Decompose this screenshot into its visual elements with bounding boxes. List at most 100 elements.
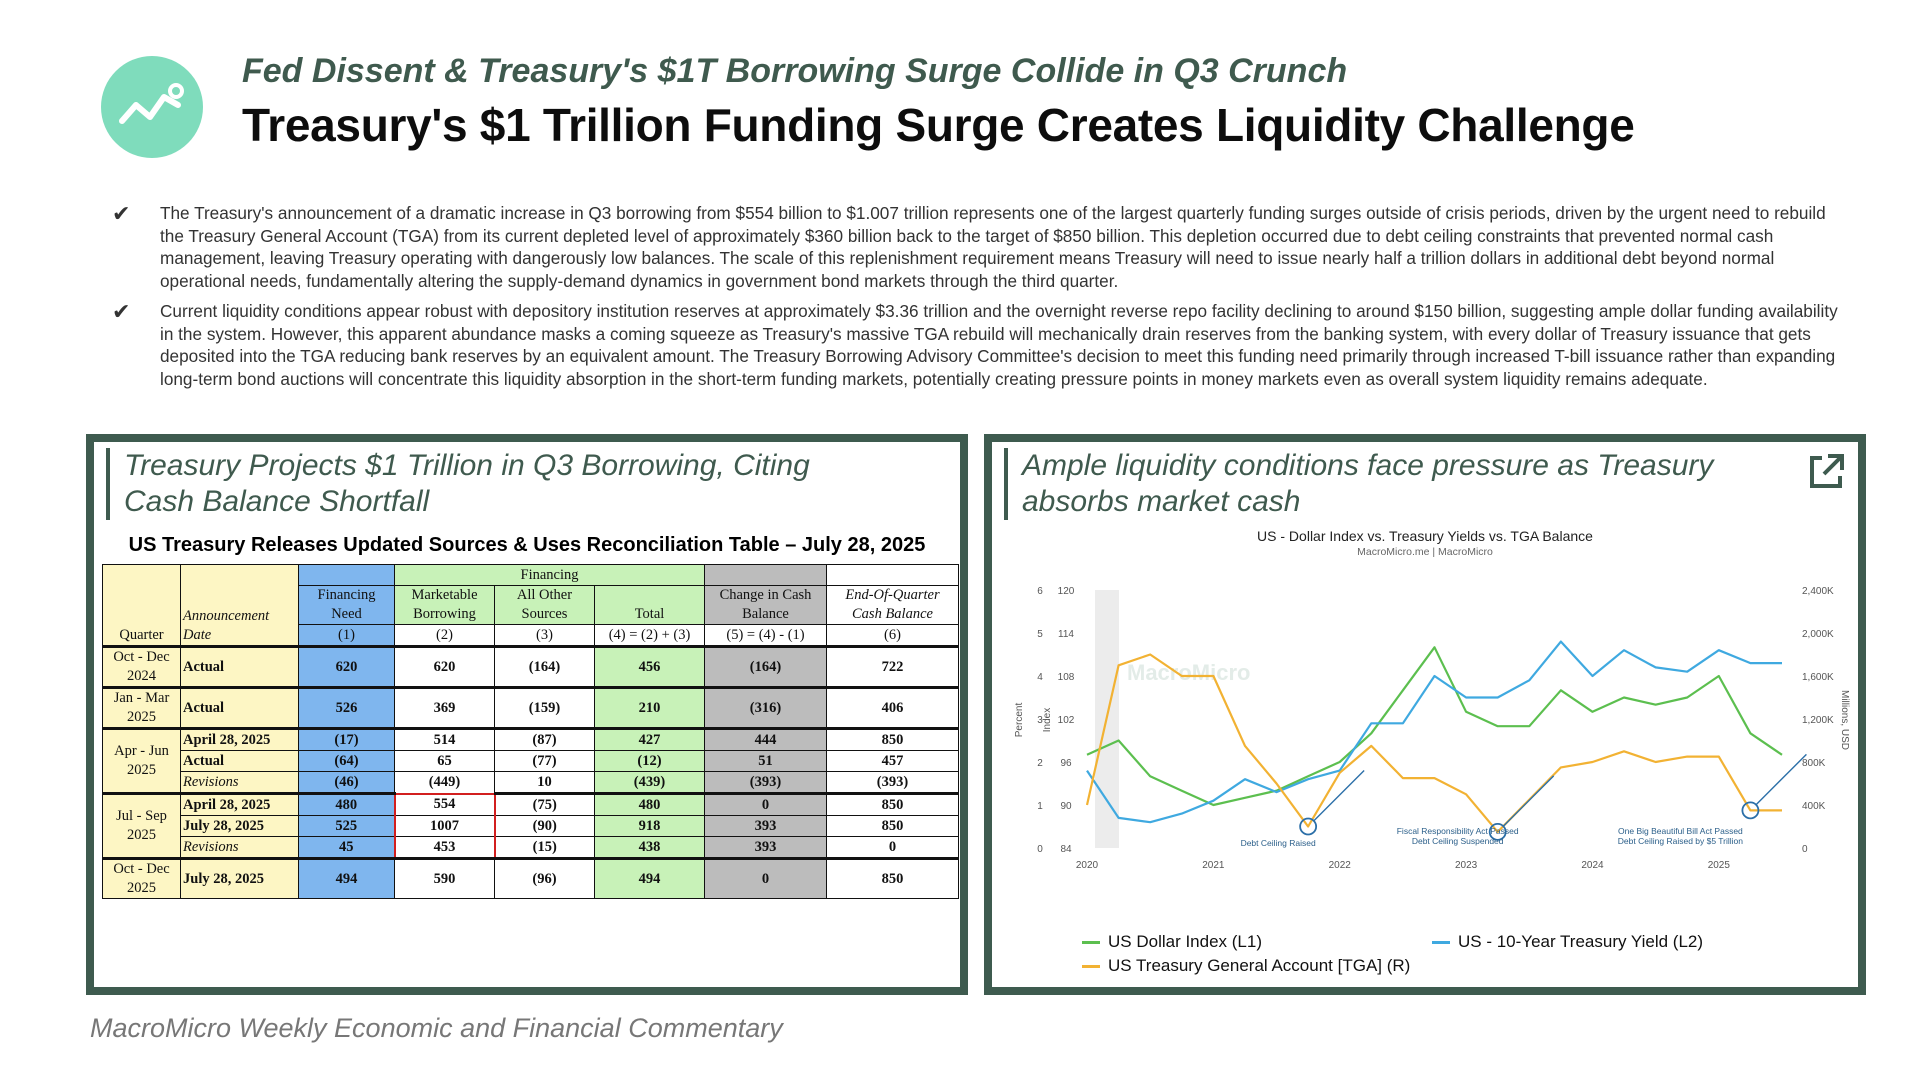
table-cell: 480 [298,792,395,816]
table-cell: 457 [826,750,959,772]
col-number: (1) [298,624,395,647]
table-cell: 369 [394,686,495,729]
date-cell: Revisions [180,836,299,859]
annotation-label: Debt Ceiling Suspended [1412,836,1504,846]
table-cell: 480 [594,792,705,816]
highlighted-cell: 453 [393,836,496,860]
series-line-1 [1086,640,1782,824]
series-line-0 [1086,646,1783,807]
y-tick-label-right: 2,000K [1802,629,1834,640]
chart-source: MacroMicro.me | MacroMicro [1357,546,1493,558]
highlighted-cell: 1007 [393,815,496,837]
x-tick-label: 2023 [1455,860,1478,871]
table-cell: 406 [826,686,959,729]
table-title: US Treasury Releases Updated Sources & U… [128,534,926,556]
annotation-marker [1299,817,1318,836]
legend-item-dxy: US Dollar Index (L1) [1082,932,1262,952]
table-cell: (164) [704,645,827,688]
x-tick-label: 2022 [1329,860,1352,871]
table-cell: 393 [704,836,827,859]
annotation-arrow [1313,770,1365,821]
reconciliation-table: Quarter Announcement Date Financing Fina… [102,564,959,899]
external-link-icon[interactable] [1806,452,1846,497]
table-cell: 620 [298,645,395,688]
date-cell: Actual [180,645,299,688]
table-cell: 444 [704,727,827,751]
y-tick-label-percent: 2 [1037,758,1043,769]
table-row: Revisions 45 453 (15) 438 393 0 [103,836,959,860]
footer-source: MacroMicro Weekly Economic and Financial… [90,1013,783,1043]
line-chart-icon [118,81,186,134]
table-cell: 438 [594,836,705,859]
table-cell: 494 [594,857,705,899]
table-cell: 0 [704,857,827,899]
date-cell: Revisions [180,771,299,794]
y-tick-label-right: 800K [1802,758,1826,769]
quarter-cell: Apr - Jun 2025 [102,727,181,794]
x-tick-label: 2024 [1581,860,1604,871]
panel-title: Ample liquidity conditions face pressure… [1004,448,1782,520]
header-total: Total [594,585,705,625]
table-cell: (159) [494,686,595,729]
annotation-label: One Big Beautiful Bill Act Passed [1618,826,1743,836]
table-cell: 590 [394,857,495,899]
y-tick-label-percent: 6 [1037,586,1043,597]
line-chart: MacroMicro 0 84 0 1 90 400K 2 96 800K 3 102 1,200K 4 1… [1014,586,1850,871]
y-tick-label-right: 400K [1802,801,1826,812]
highlighted-cell: 554 [393,792,496,816]
header-other: All Other Sources [494,585,595,625]
table-cell: (393) [704,771,827,794]
table-cell: (393) [826,771,959,794]
watermark-text: MacroMicro [1127,660,1250,685]
bullet-list: ✔ The Treasury's announcement of a drama… [112,202,1842,398]
page-title: Treasury's $1 Trillion Funding Surge Cre… [242,99,1635,151]
table-cell: (46) [298,771,395,794]
table-row: Jul - Sep 2025 April 28, 2025 480 554 (75… [102,792,959,859]
table-cell: (87) [494,727,595,751]
date-cell: July 28, 2025 [180,857,299,899]
quarter-cell: Jul - Sep 2025 [102,792,181,859]
list-item: ✔ Current liquidity conditions appear ro… [112,300,1842,390]
bullet-text: The Treasury's announcement of a dramati… [160,203,1826,291]
y-tick-label-index: 84 [1060,844,1072,855]
table-cell: (12) [594,750,705,772]
y-tick-label-index: 114 [1058,629,1074,640]
header-announcement: Announcement Date [180,564,299,647]
table-cell: (90) [494,815,595,837]
quarter-cell: Oct - Dec 2024 [102,645,181,688]
annotation-arrow [1755,753,1807,805]
logo [101,56,203,158]
annotation-marker [1488,822,1507,841]
table-cell: 620 [394,645,495,688]
checkmark-icon: ✔ [112,299,131,324]
x-tick-label: 2020 [1076,860,1099,871]
liquidity-chart-panel: Ample liquidity conditions face pressure… [984,434,1866,995]
legend-item-tga: US Treasury General Account [TGA] (R) [1082,956,1410,976]
panel-title: Treasury Projects $1 Trillion in Q3 Borr… [106,448,884,520]
table-cell: 427 [594,727,705,751]
header-marketable: Marketable Borrowing [394,585,495,625]
table-cell: 51 [704,750,827,772]
table-cell: 65 [394,750,495,772]
y-tick-label-percent: 4 [1037,672,1043,683]
annotation-label: Debt Ceiling Raised by $5 Trillion [1618,836,1743,846]
table-cell: 393 [704,815,827,837]
table-cell: (75) [494,792,595,816]
annotation-label: Debt Ceiling Raised [1241,838,1316,848]
table-row: Oct - Dec 2024 Actual 620 620 (164) 456 (… [102,645,959,688]
table-cell: 525 [298,815,395,837]
table-cell: 10 [494,771,595,794]
y-tick-label-index: 96 [1060,758,1072,769]
y-tick-label-right: 0 [1802,844,1808,855]
table-row: July 28, 2025 525 1007 (90) 918 393 850 [103,815,959,837]
y-tick-label-percent: 3 [1037,715,1043,726]
y-tick-label-right: 1,200K [1802,715,1834,726]
annotation-marker [1741,801,1760,820]
header-change-cash: Change in Cash Balance [704,585,827,625]
table-row: Revisions (46) (449) 10 (439) (393) (393… [103,771,959,794]
table-cell: 850 [826,792,959,816]
table-cell: (17) [298,727,395,751]
table-cell: (77) [494,750,595,772]
date-cell: July 28, 2025 [180,815,299,837]
treasury-table-panel: Treasury Projects $1 Trillion in Q3 Borr… [86,434,968,995]
